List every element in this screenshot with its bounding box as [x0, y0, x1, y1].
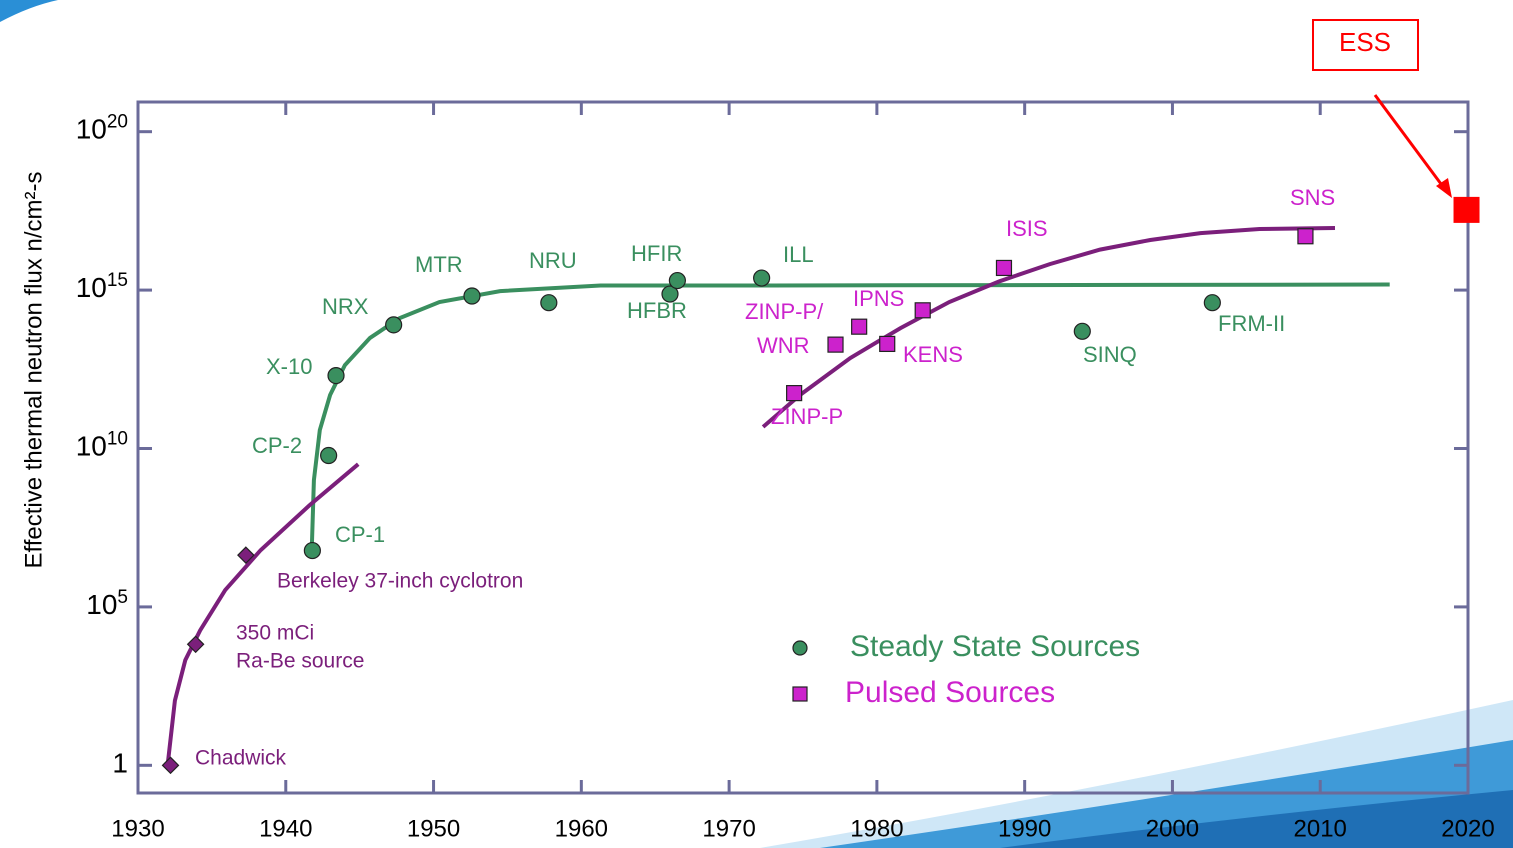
point-label: IPNS — [853, 286, 904, 311]
y-axis-label: Effective thermal neutron flux n/cm²-s — [20, 171, 47, 568]
fit-curve — [165, 462, 360, 766]
data-point — [161, 756, 180, 775]
data-point — [385, 316, 403, 334]
legend-label: Pulsed Sources — [845, 676, 1055, 709]
y-tick-exponent: 15 — [107, 270, 128, 291]
fit-curve — [761, 226, 1336, 429]
y-tick-base: 10 — [76, 431, 107, 462]
data-point — [1073, 322, 1091, 340]
data-point — [914, 302, 931, 319]
point-label: WNR — [757, 333, 810, 358]
ess-arrow — [1373, 94, 1446, 189]
data-point — [1203, 294, 1221, 312]
y-tick-label: 1020 — [76, 112, 128, 145]
point-label: ZINP-P/ — [745, 299, 824, 324]
point-label: CP-1 — [335, 522, 385, 547]
point-label: MTR — [415, 252, 463, 277]
data-point — [303, 541, 321, 560]
data-point — [1297, 228, 1314, 245]
data-point — [327, 366, 345, 385]
point-label: HFIR — [631, 241, 682, 266]
fit-curve — [309, 282, 1390, 546]
swoosh-decoration — [1000, 790, 1513, 848]
x-tick-label: 1990 — [998, 815, 1051, 842]
point-label: SINQ — [1083, 342, 1137, 367]
y-tick-label: 1015 — [76, 270, 128, 303]
point-label: ESS — [1339, 27, 1391, 57]
point-label: NRU — [529, 248, 577, 273]
data-point — [995, 259, 1013, 277]
data-point — [753, 269, 771, 287]
point-label: ISIS — [1006, 216, 1048, 241]
legend-marker — [792, 640, 808, 656]
data-point — [879, 335, 896, 353]
data-point — [827, 336, 844, 353]
point-label: CP-2 — [252, 433, 302, 458]
data-point — [463, 287, 481, 305]
data-point — [851, 318, 868, 335]
y-tick-exponent: 5 — [117, 587, 128, 608]
y-tick-exponent: 20 — [107, 112, 128, 133]
data-point — [786, 385, 803, 402]
point-label: FRM-II — [1218, 311, 1285, 336]
point-label: KENS — [903, 342, 963, 367]
x-tick-label: 1960 — [555, 815, 608, 842]
point-label: Chadwick — [195, 747, 287, 770]
data-point — [186, 635, 205, 654]
point-label: Berkeley 37-inch cyclotron — [277, 570, 523, 593]
data-point — [661, 285, 679, 303]
x-tick-label: 2010 — [1294, 815, 1347, 842]
x-tick-label: 1930 — [111, 815, 164, 842]
y-tick-base: 10 — [76, 272, 107, 303]
data-point — [320, 446, 338, 465]
x-tick-label: 1940 — [259, 815, 312, 842]
point-label: ILL — [783, 242, 814, 267]
ess-box — [1312, 19, 1419, 71]
x-tick-label: 2020 — [1441, 815, 1494, 842]
y-tick-exponent: 10 — [107, 429, 128, 450]
y-tick-label: 1 — [112, 748, 128, 779]
data-point — [1453, 196, 1480, 223]
point-label: Ra-Be source — [236, 650, 364, 673]
point-label: NRX — [322, 294, 369, 319]
point-label: ZINP-P — [771, 404, 843, 429]
legend-marker — [792, 686, 808, 702]
y-tick-base: 10 — [86, 589, 117, 620]
ess-arrowhead — [1436, 178, 1452, 198]
y-tick-label: 105 — [86, 587, 128, 620]
y-tick-label: 1010 — [76, 429, 128, 462]
x-tick-label: 2000 — [1146, 815, 1199, 842]
point-label: 350 mCi — [236, 622, 314, 645]
data-point — [668, 271, 686, 290]
point-label: HFBR — [627, 298, 687, 323]
point-label: X-10 — [266, 354, 312, 379]
data-point — [540, 294, 558, 312]
y-tick-base: 10 — [76, 114, 107, 145]
data-point — [237, 546, 255, 565]
x-tick-label: 1970 — [702, 815, 755, 842]
legend-label: Steady State Sources — [850, 630, 1140, 663]
x-tick-label: 1980 — [850, 815, 903, 842]
x-tick-label: 1950 — [407, 815, 460, 842]
corner-decoration — [0, 0, 58, 22]
point-label: SNS — [1290, 185, 1335, 210]
